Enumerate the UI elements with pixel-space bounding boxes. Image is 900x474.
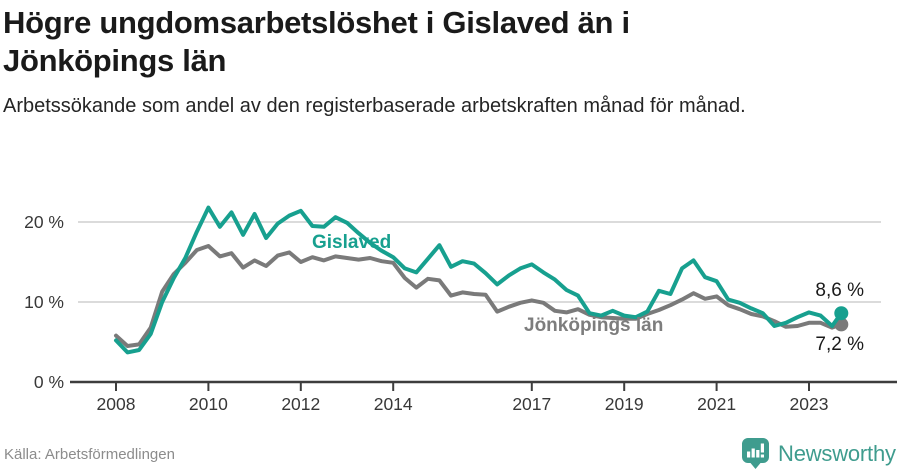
source-note: Källa: Arbetsförmedlingen xyxy=(4,446,175,463)
end-dot-gislaved xyxy=(834,306,849,321)
newsworthy-logo: Newsworthy xyxy=(742,438,896,469)
y-tick-label: 20 % xyxy=(24,212,64,232)
series-label-jonkopings-lan: Jönköpings län xyxy=(524,315,664,336)
x-tick-label: 2010 xyxy=(189,394,228,414)
x-tick-label: 2023 xyxy=(790,394,829,414)
series-line-gislaved xyxy=(114,205,844,355)
y-tick-label: 10 % xyxy=(24,292,64,312)
newsworthy-pin-icon xyxy=(742,438,769,469)
x-tick-label: 2017 xyxy=(512,394,551,414)
x-tick-label: 2008 xyxy=(97,394,136,414)
chart-subtitle: Arbetssökande som andel av den registerb… xyxy=(3,95,746,117)
end-value-jonkopings-lan: 7,2 % xyxy=(815,334,864,355)
x-tick-label: 2014 xyxy=(374,394,413,414)
x-tick-label: 2019 xyxy=(605,394,644,414)
x-tick-label: 2021 xyxy=(697,394,736,414)
end-value-gislaved: 8,6 % xyxy=(815,280,864,301)
brand-name: Newsworthy xyxy=(778,440,896,466)
y-tick-label: 0 % xyxy=(34,372,64,392)
x-tick-label: 2012 xyxy=(281,394,320,414)
page-title: Högre ungdomsarbetslöshet i Gislaved än … xyxy=(3,5,630,78)
series-line-jonkopings-lan xyxy=(114,244,844,348)
series-label-gislaved: Gislaved xyxy=(312,232,392,253)
